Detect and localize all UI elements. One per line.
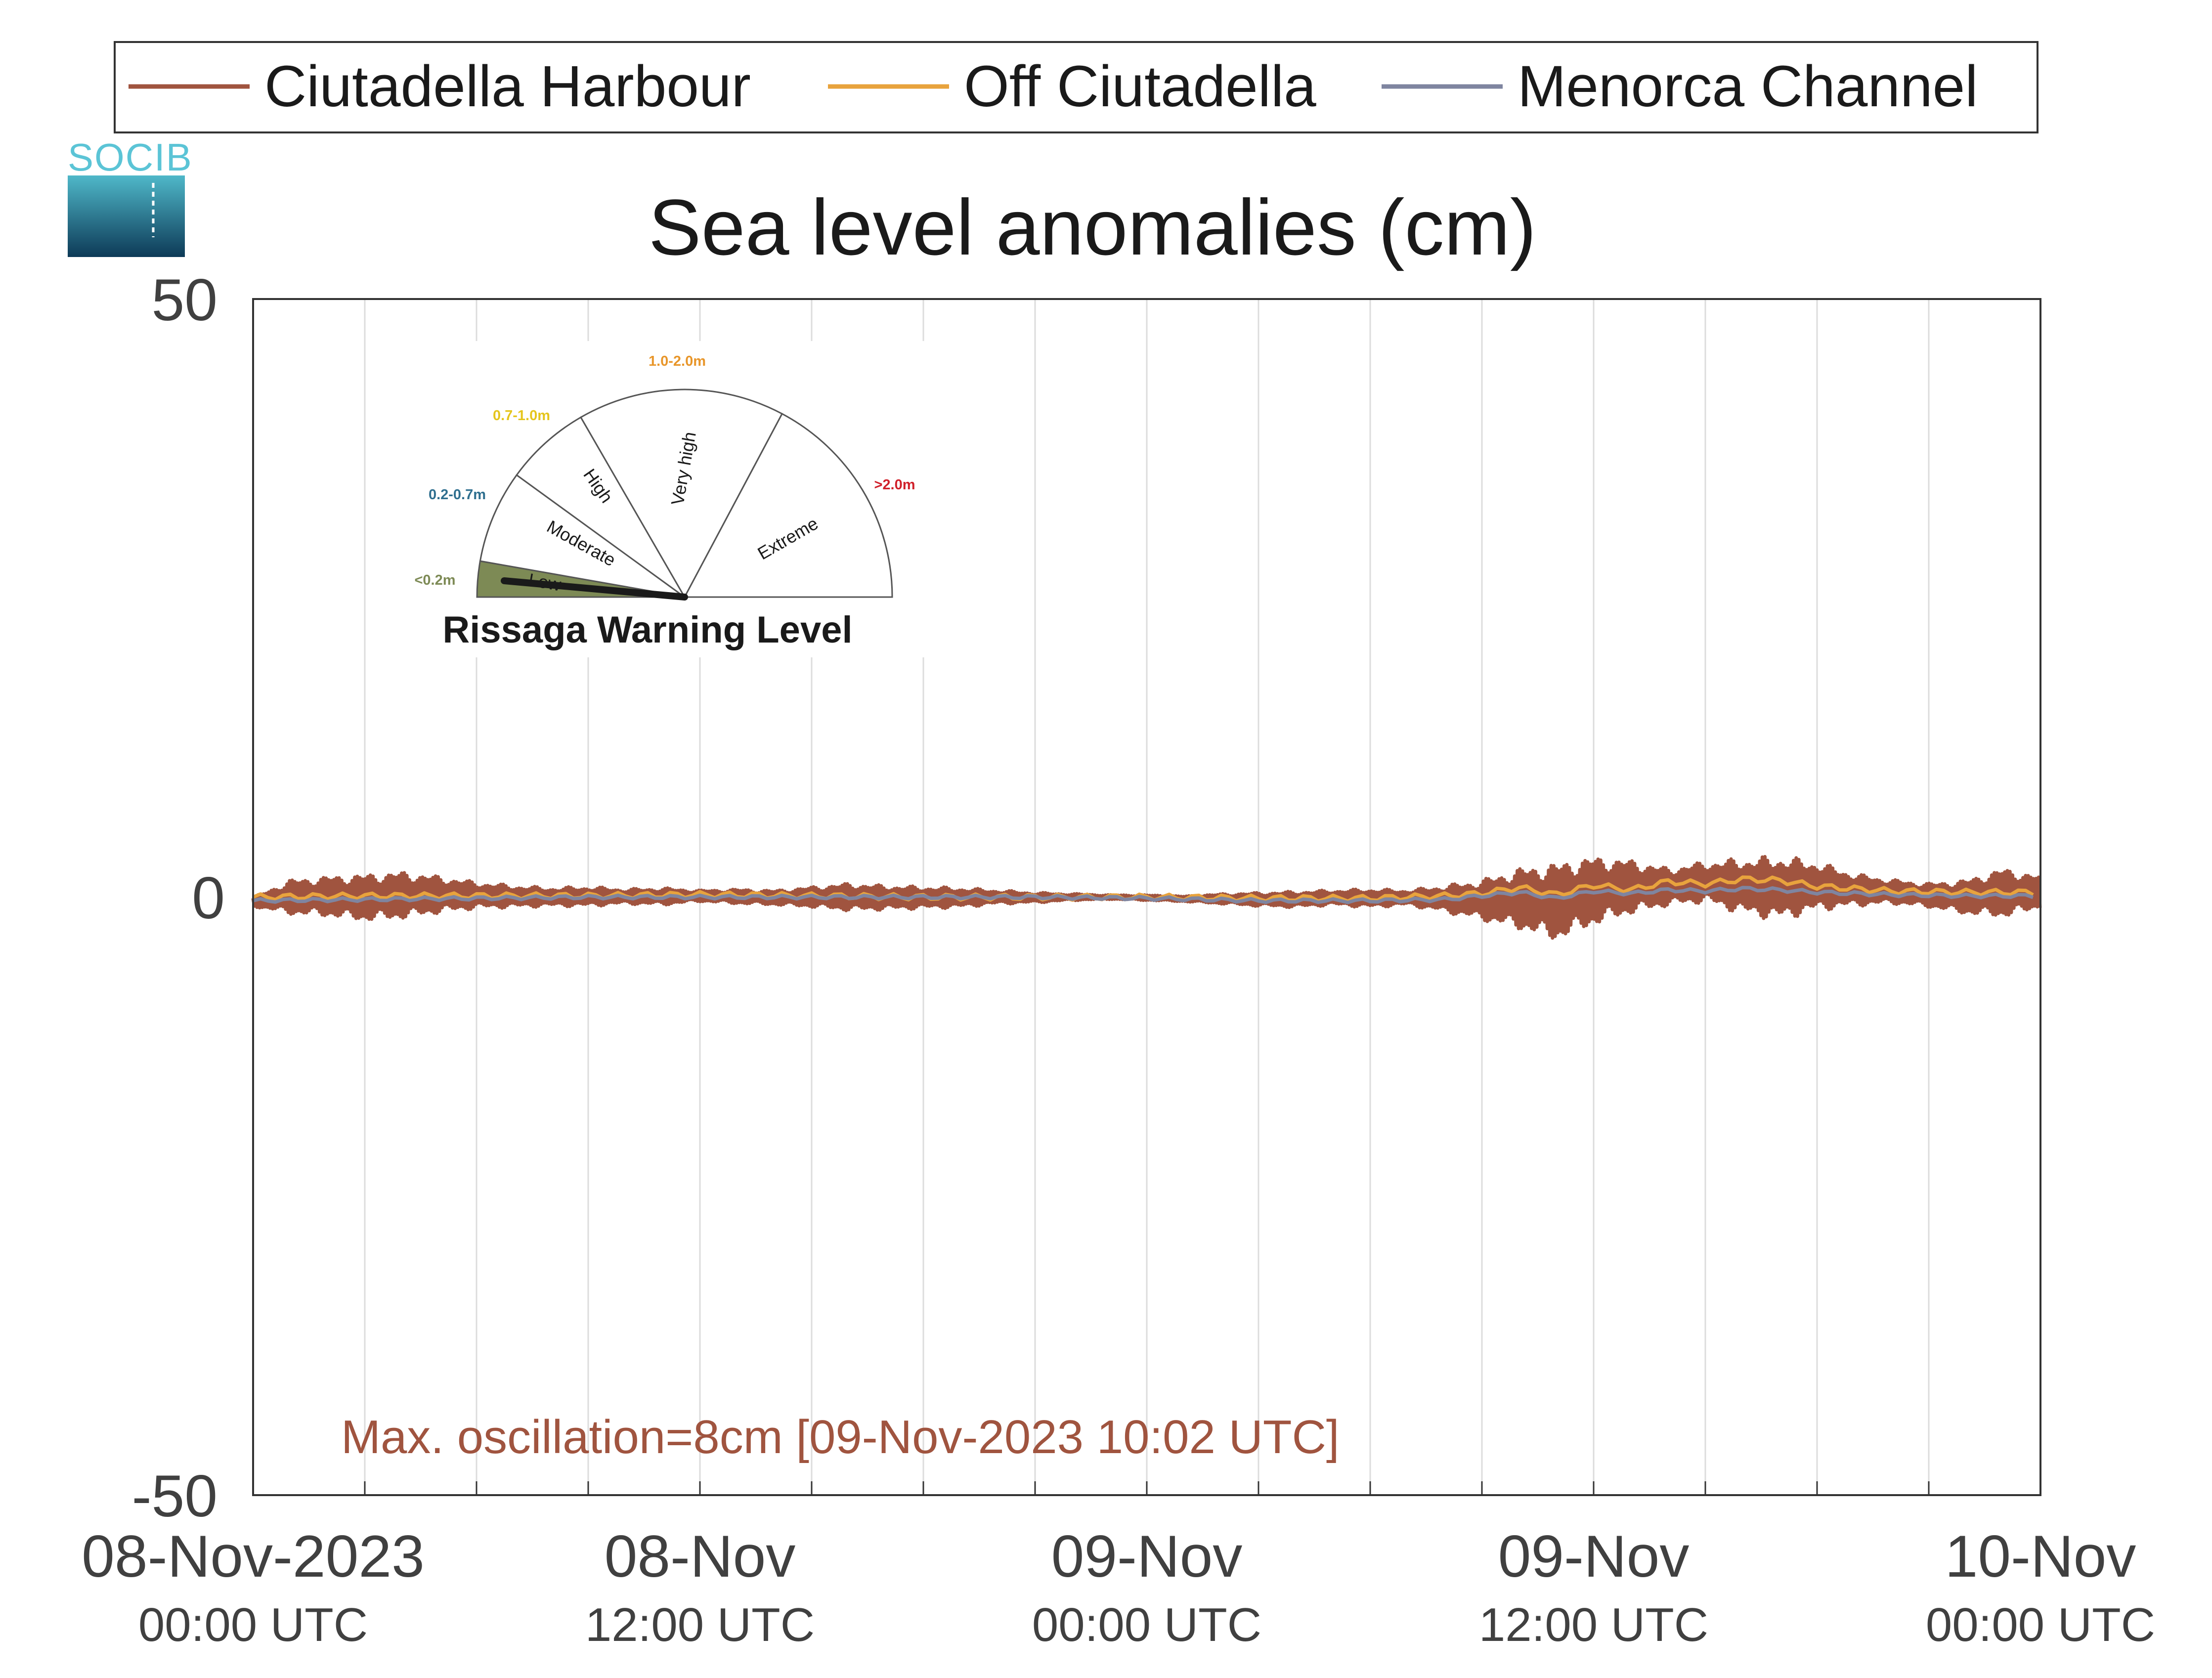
max-oscillation-annotation: Max. oscillation=8cm [09-Nov-2023 10:02 … bbox=[341, 1411, 1340, 1463]
gauge-range-low: <0.2m bbox=[414, 572, 455, 588]
chart-title: Sea level anomalies (cm) bbox=[649, 183, 1536, 271]
logo-wave-block bbox=[68, 175, 185, 257]
legend-label-ciutadella-harbour: Ciutadella Harbour bbox=[264, 54, 751, 119]
logo-text: SOCIB bbox=[68, 135, 193, 179]
legend: Ciutadella Harbour Off Ciutadella Menorc… bbox=[114, 41, 2039, 133]
x-tick-date-label: 09-Nov bbox=[1051, 1523, 1243, 1590]
legend-label-menorca-channel: Menorca Channel bbox=[1518, 54, 1978, 119]
rissaga-warning-gauge: Low Moderate High Very high Extreme <0.2… bbox=[386, 341, 927, 657]
x-tick-date-label: 09-Nov bbox=[1498, 1523, 1690, 1590]
gauge-sector-extreme bbox=[683, 413, 893, 598]
gauge-sectors bbox=[476, 388, 893, 599]
series-line-menorca-channel bbox=[253, 886, 2034, 904]
x-axis-labels: 08-Nov-2023 00:00 UTC 08-Nov 12:00 UTC 09-No… bbox=[82, 1523, 2155, 1651]
gauge-sector-very-high bbox=[579, 388, 783, 599]
gauge-needle bbox=[501, 577, 688, 601]
y-tick-label-zero: 0 bbox=[192, 865, 225, 931]
x-tick-time-label: 00:00 UTC bbox=[1926, 1598, 2155, 1651]
gauge-sector-moderate bbox=[479, 474, 685, 598]
gauge-range-very-high: 1.0-2.0m bbox=[649, 353, 706, 369]
x-tick-time-label: 00:00 UTC bbox=[138, 1598, 368, 1651]
x-tick-time-label: 12:00 UTC bbox=[1479, 1598, 1708, 1651]
x-tick-date-label: 10-Nov bbox=[1945, 1523, 2136, 1590]
x-tick-date-label: 08-Nov bbox=[605, 1523, 796, 1590]
legend-label-off-ciutadella: Off Ciutadella bbox=[964, 54, 1316, 119]
x-tick-date-label: 08-Nov-2023 bbox=[82, 1523, 425, 1590]
gauge-range-extreme: >2.0m bbox=[874, 477, 915, 493]
x-tick-time-label: 12:00 UTC bbox=[585, 1598, 815, 1651]
x-tick-time-label: 00:00 UTC bbox=[1032, 1598, 1261, 1651]
y-tick-label-top: 50 bbox=[152, 267, 217, 333]
socib-logo: SOCIB bbox=[68, 135, 193, 257]
series-layer bbox=[251, 855, 2042, 940]
gauge-sector-high bbox=[516, 416, 686, 598]
gauge-title: Rissaga Warning Level bbox=[442, 609, 852, 651]
x-axis-ticks bbox=[364, 1481, 1930, 1495]
gauge-range-moderate: 0.2-0.7m bbox=[429, 487, 486, 503]
gauge-range-high: 0.7-1.0m bbox=[493, 408, 550, 424]
legend-box bbox=[114, 41, 2039, 133]
y-tick-label-bottom: -50 bbox=[132, 1463, 217, 1529]
